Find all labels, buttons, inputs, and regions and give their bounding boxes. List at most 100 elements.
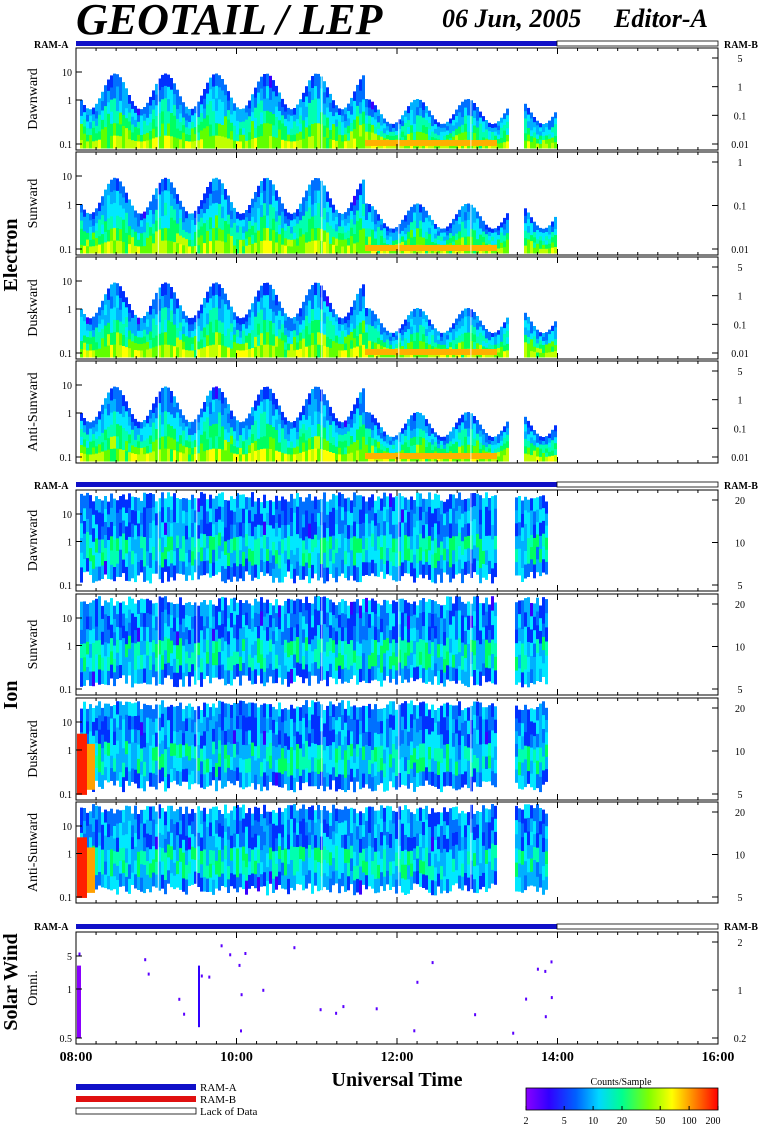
plot-editor: Editor-A [613, 4, 708, 33]
right-tick-label: 5 [738, 263, 743, 274]
group-label-electron: Electron [0, 219, 22, 292]
spectrogram-texture [80, 258, 557, 358]
spectrogram-texture [80, 491, 548, 590]
panel-label: Dawnward [26, 68, 41, 129]
right-tick-label: 0.01 [731, 349, 749, 360]
left-tick-label: 1 [67, 850, 72, 861]
left-tick-label: 0.5 [60, 1034, 73, 1045]
panel-ion-sunward: Sunward 10 1 0.1 20 10 5 [26, 593, 745, 696]
right-tick-label: 0.01 [731, 245, 749, 256]
spectrogram-texture [80, 362, 557, 462]
right-tick-label: 0.1 [734, 202, 747, 213]
spectrogram-texture [77, 803, 548, 902]
left-tick-label: 0.1 [60, 245, 73, 256]
right-tick-label: 5 [738, 893, 743, 904]
legend-label-ram-a: RAM-A [200, 1082, 237, 1094]
panel-electron-dawnward: Dawnward 10 1 0.1 5 1 0.1 0.01 [26, 47, 749, 151]
group-label-ion: Ion [0, 681, 22, 710]
right-tick-label: 5 [738, 367, 743, 378]
panel-electron-sunward: Sunward 10 1 0.1 1 0.1 0.01 [26, 151, 749, 256]
left-tick-label: 0.1 [60, 790, 73, 801]
panel-ion-duskward: Duskward 10 1 0.1 20 10 5 [26, 697, 745, 801]
ram-a-bar [76, 41, 557, 46]
colorbar-tick-label: 100 [682, 1116, 697, 1127]
right-tick-label: 20 [735, 496, 745, 507]
legend-swatch-ram-b [76, 1096, 196, 1102]
group-label-solar-wind: Solar Wind [0, 933, 22, 1030]
colorbar-ticks: 2 5 10 20 50 100 200 [524, 1106, 721, 1127]
colorbar-tick-label: 50 [655, 1116, 665, 1127]
right-tick-label: 0.1 [734, 320, 747, 331]
panel-label: Omni. [26, 970, 41, 1005]
right-tick-label: 20 [735, 600, 745, 611]
left-tick-label: 0.1 [60, 685, 73, 696]
panel-ion-anti-sunward: Anti-Sunward 10 1 0.1 20 10 5 [26, 801, 745, 904]
panel-frame [75, 931, 719, 1045]
panel-label: Sunward [26, 620, 41, 670]
spectrogram-texture [80, 595, 548, 694]
right-tick-label: 10 [735, 539, 745, 550]
right-tick-label: 1 [738, 986, 743, 997]
right-tick-label: 1 [738, 396, 743, 407]
left-tick-label: 10 [62, 718, 72, 729]
left-tick-label: 0.1 [60, 453, 73, 464]
colorbar-tick-label: 5 [562, 1116, 567, 1127]
right-tick-label: 0.2 [734, 1034, 747, 1045]
lack-of-data-bar [556, 40, 719, 47]
right-tick-label: 0.01 [731, 140, 749, 151]
left-tick-label: 10 [62, 822, 72, 833]
left-tick-label: 10 [62, 614, 72, 625]
ram-b-label: RAM-B [724, 922, 758, 933]
right-tick-label: 5 [738, 581, 743, 592]
right-tick-label: 0.1 [734, 424, 747, 435]
status-bar-ion: RAM-A RAM-B [34, 481, 758, 492]
ram-b-label: RAM-B [724, 40, 758, 51]
x-tick-label: 08:00 [60, 1050, 93, 1065]
right-tick-label: 20 [735, 704, 745, 715]
panel-ion-dawnward: Dawnward 10 1 0.1 20 10 5 [26, 489, 745, 592]
right-tick-label: 20 [735, 808, 745, 819]
right-tick-label: 10 [735, 747, 745, 758]
left-tick-label: 1 [67, 201, 72, 212]
x-tick-label: 10:00 [220, 1050, 253, 1065]
ram-a-bar [76, 482, 557, 487]
spectrogram-texture [77, 944, 553, 1039]
left-tick-label: 1 [67, 642, 72, 653]
right-tick-label: 10 [735, 851, 745, 862]
legend-label-ram-b: RAM-B [200, 1094, 236, 1106]
right-tick-label: 0.01 [731, 453, 749, 464]
panel-label: Dawnward [26, 510, 41, 571]
lack-of-data-bar [556, 923, 719, 930]
ram-a-label: RAM-A [34, 922, 69, 933]
left-tick-label: 1 [67, 538, 72, 549]
status-bar-electron: RAM-A RAM-B [34, 40, 758, 51]
spectrogram-texture [80, 153, 557, 254]
legend: RAM-A RAM-B Lack of Data [75, 1082, 258, 1118]
x-tick-label: 14:00 [541, 1050, 574, 1065]
panel-label: Duskward [26, 279, 41, 337]
colorbar: Counts/Sample 2 5 10 20 50 100 200 [524, 1077, 721, 1127]
panel-label: Sunward [26, 179, 41, 229]
ram-a-label: RAM-A [34, 481, 69, 492]
time-axis: 08:00 10:00 12:00 14:00 16:00 [60, 1050, 735, 1065]
left-tick-label: 0.1 [60, 581, 73, 592]
right-tick-label: 1 [738, 83, 743, 94]
colorbar-tick-label: 200 [706, 1116, 721, 1127]
left-tick-label: 10 [62, 510, 72, 521]
panel-solar-wind-omni-: Omni. 5 1 0.5 2 1 0.2 [26, 931, 747, 1045]
left-tick-label: 0.1 [60, 140, 73, 151]
right-tick-label: 5 [738, 790, 743, 801]
left-tick-label: 1 [67, 96, 72, 107]
ram-a-bar [76, 924, 557, 929]
legend-swatch-lack-of-data [75, 1107, 197, 1115]
panel-label: Duskward [26, 720, 41, 778]
right-tick-label: 1 [738, 292, 743, 303]
left-tick-label: 0.1 [60, 349, 73, 360]
legend-swatch-ram-a [76, 1084, 196, 1090]
colorbar-title: Counts/Sample [590, 1077, 652, 1088]
right-tick-label: 5 [738, 54, 743, 65]
ram-b-label: RAM-B [724, 481, 758, 492]
panel-electron-anti-sunward: Anti-Sunward 10 1 0.1 5 1 0.1 0.01 [26, 360, 749, 464]
panel-label: Anti-Sunward [26, 813, 41, 892]
